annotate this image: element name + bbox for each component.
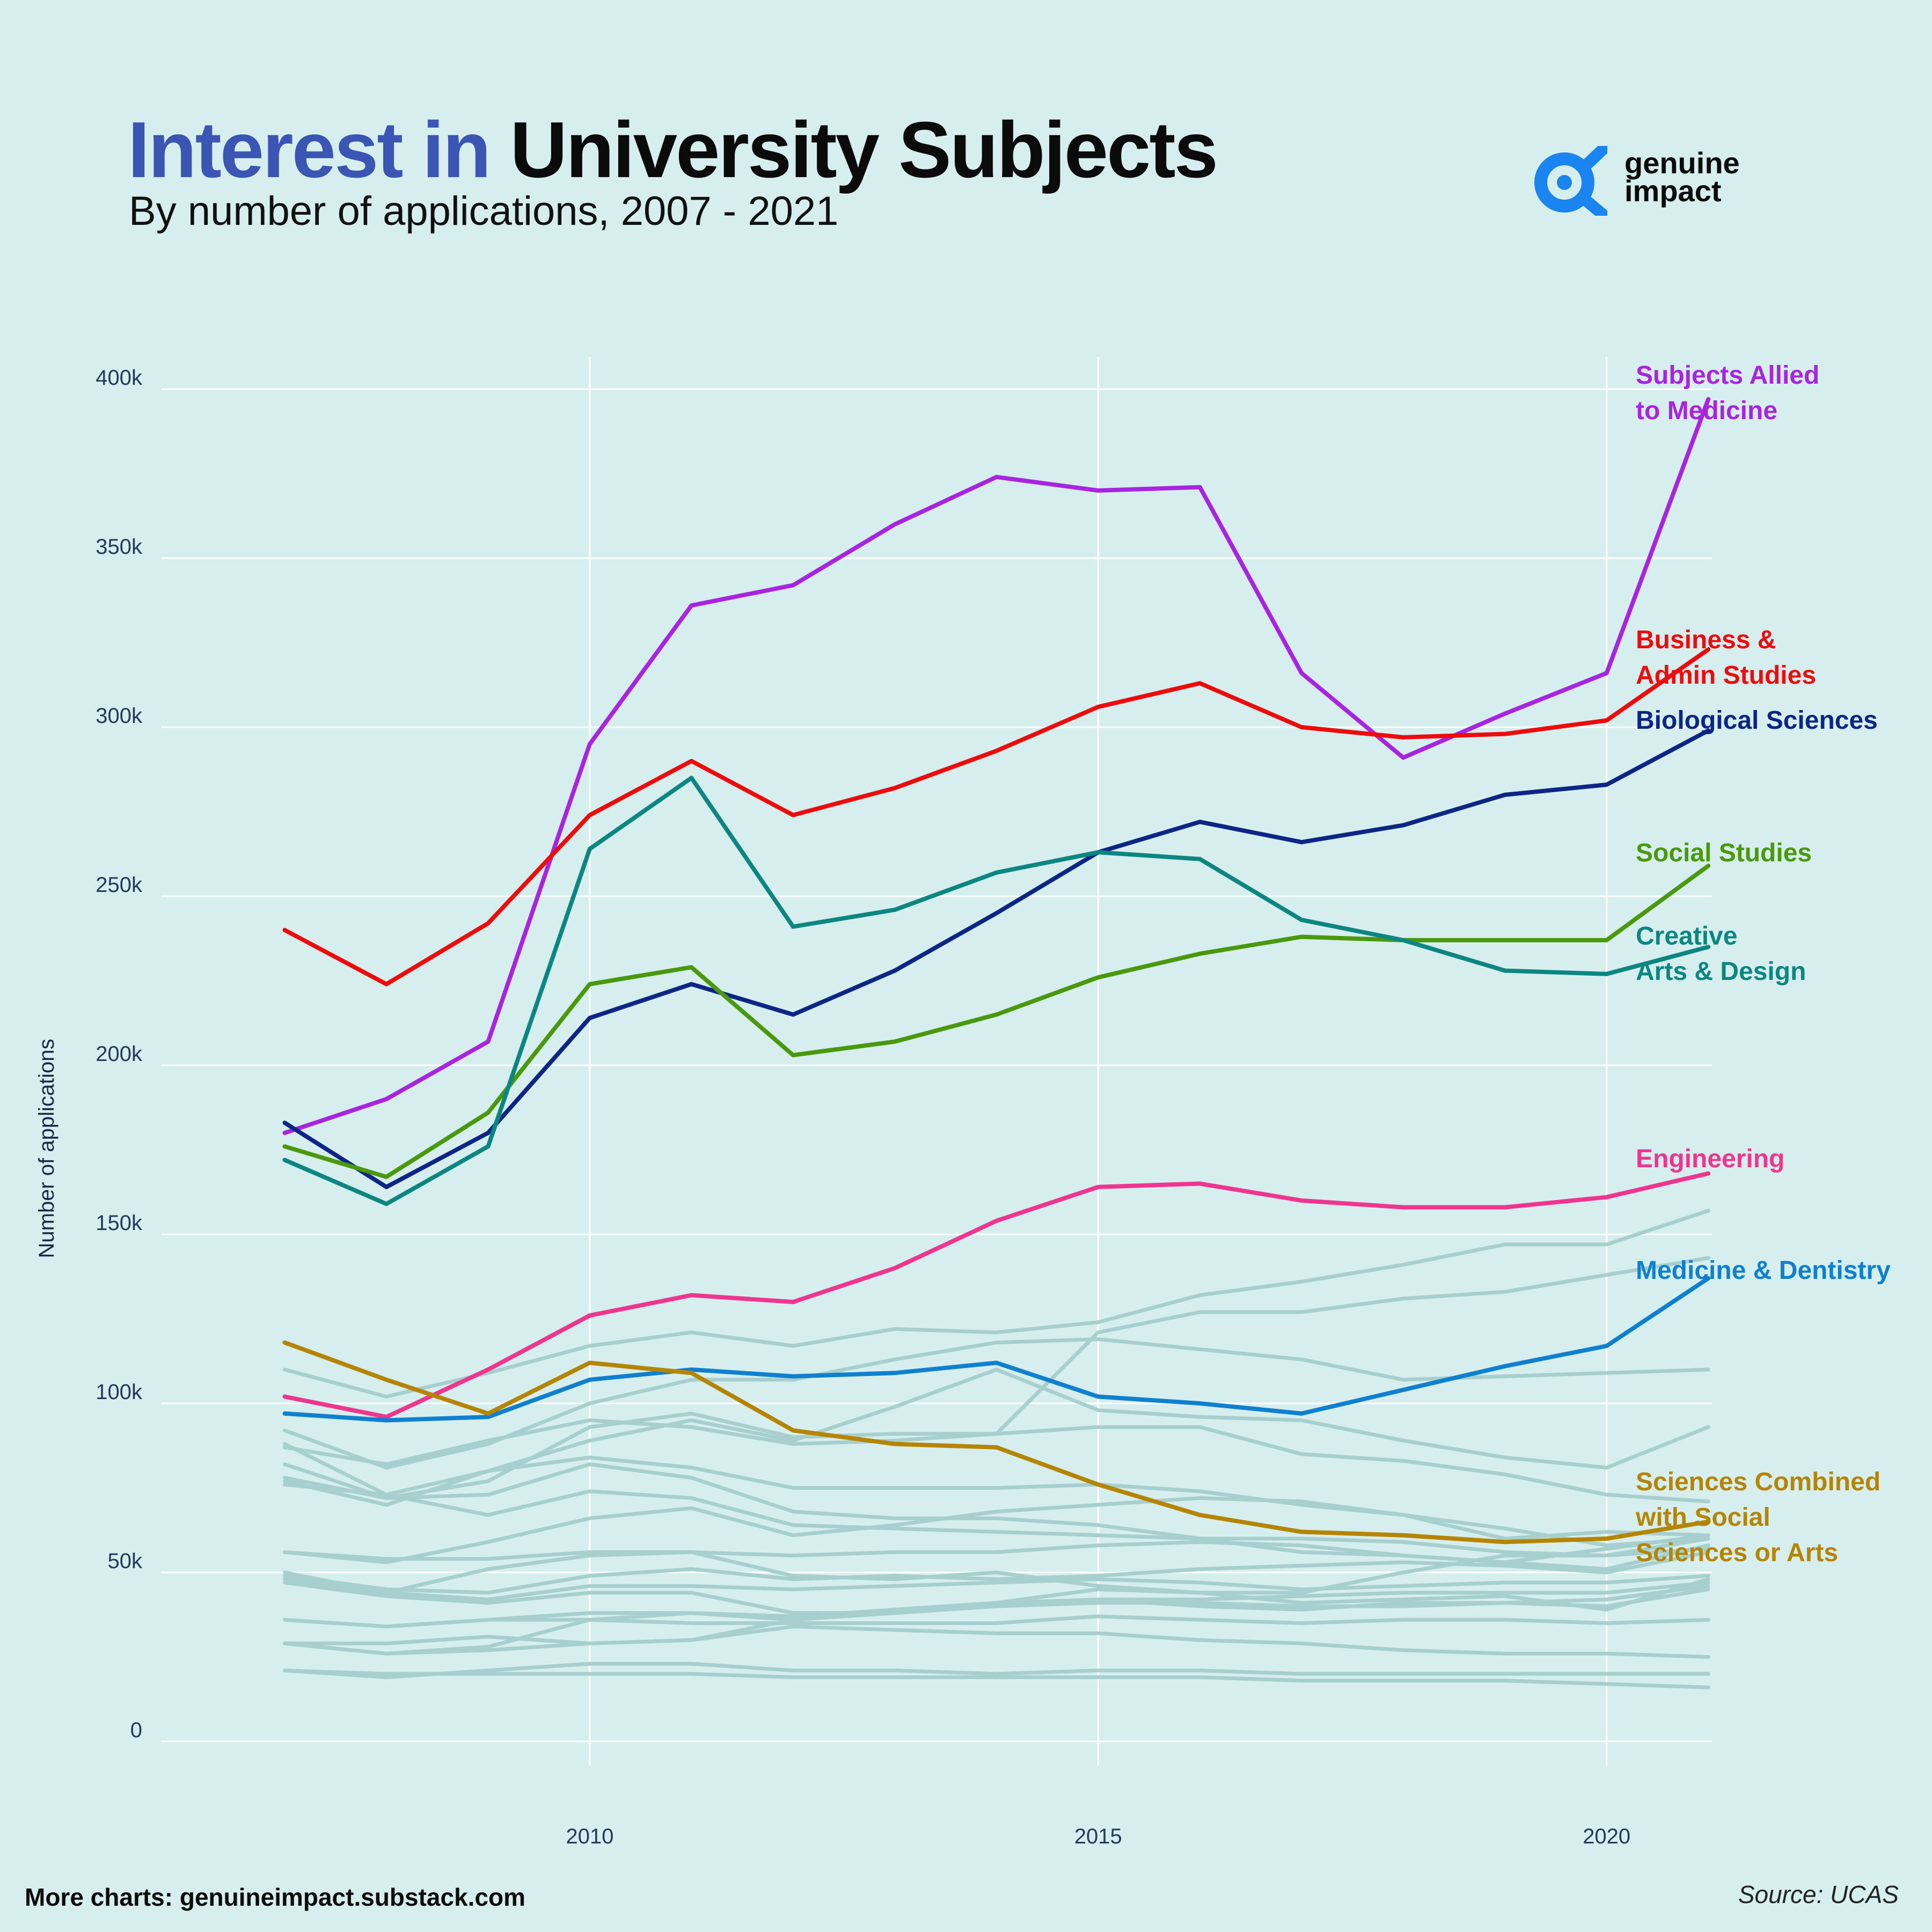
series-label: Admin Studies xyxy=(1636,661,1816,690)
background-series-line xyxy=(283,1455,1710,1548)
brand-logo[interactable]: genuine impact xyxy=(1532,146,1768,216)
background-series-line xyxy=(283,1337,1710,1470)
series-line xyxy=(282,728,1711,1189)
series-line xyxy=(282,397,1711,1135)
series-label: Subjects Allied xyxy=(1636,361,1819,390)
background-series-line xyxy=(283,1209,1710,1399)
y-tick-label: 300k xyxy=(96,704,143,728)
series-line xyxy=(282,1171,1711,1419)
series-line xyxy=(282,1340,1711,1545)
brand-line-2: impact xyxy=(1624,174,1722,208)
chart-subtitle: By number of applications, 2007 - 2021 xyxy=(129,188,839,234)
y-tick-label: 0 xyxy=(130,1718,142,1742)
background-series-line xyxy=(283,1496,1710,1564)
series-label: to Medicine xyxy=(1636,397,1777,425)
series-label: Sciences or Arts xyxy=(1636,1539,1838,1567)
y-axis-ticks: 0 50k 100k 150k 200k 250k 300k 350k 400k xyxy=(96,366,143,1742)
y-tick-label: 350k xyxy=(96,535,143,559)
series-line xyxy=(282,775,1711,1206)
series-label: Creative xyxy=(1636,922,1737,950)
background-series-line xyxy=(283,1624,1710,1659)
series-line xyxy=(282,863,1711,1179)
series-label: Arts & Design xyxy=(1636,957,1806,986)
x-tick-label: 2010 xyxy=(566,1825,613,1848)
title-part-1: Interest in xyxy=(128,106,491,194)
background-series-line xyxy=(283,1662,1710,1679)
y-tick-label: 50k xyxy=(108,1549,143,1573)
highlighted-series xyxy=(282,397,1711,1545)
y-tick-label: 250k xyxy=(96,873,143,897)
footer-source: Source: UCAS xyxy=(1738,1880,1899,1908)
background-series-line xyxy=(283,1614,1710,1629)
y-axis-label: Number of applications xyxy=(35,1038,58,1258)
background-series-line xyxy=(283,1536,1710,1595)
y-tick-label: 400k xyxy=(96,366,143,390)
series-label: Medicine & Dentistry xyxy=(1636,1256,1891,1285)
brand-wordmark: genuine impact xyxy=(1624,146,1740,208)
y-tick-label: 100k xyxy=(96,1380,143,1404)
series-label: Biological Sciences xyxy=(1636,706,1878,735)
series-label: Sciences Combined xyxy=(1636,1468,1880,1496)
series-label: Engineering xyxy=(1636,1145,1784,1173)
y-tick-label: 150k xyxy=(96,1211,143,1235)
series-labels: Subjects Allied to Medicine Business & Admi… xyxy=(1635,361,1891,1567)
chart-title: Interest in University Subjects xyxy=(128,105,1218,196)
x-axis-ticks: 2010 2015 2020 xyxy=(566,1825,1630,1848)
chart-grid xyxy=(161,357,1712,1766)
y-tick-label: 200k xyxy=(96,1042,143,1066)
background-series-line xyxy=(283,1574,1710,1601)
background-series-line xyxy=(283,1367,1710,1497)
background-series-line xyxy=(283,1482,1710,1557)
series-label: Social Studies xyxy=(1636,839,1812,867)
series-label: with Social xyxy=(1635,1503,1770,1532)
background-series-line xyxy=(283,1668,1710,1689)
background-series-line xyxy=(283,1411,1710,1504)
background-series-line xyxy=(283,1550,1710,1595)
series-label: Business & xyxy=(1636,626,1776,654)
footer-more-charts[interactable]: More charts: genuineimpact.substack.com xyxy=(25,1883,526,1911)
x-tick-label: 2015 xyxy=(1074,1825,1122,1848)
x-tick-label: 2020 xyxy=(1583,1825,1630,1848)
alpha-eye-icon xyxy=(1534,146,1607,216)
brand-line-1: genuine xyxy=(1624,146,1740,180)
series-line xyxy=(282,647,1711,986)
background-series-line xyxy=(283,1587,1710,1645)
series-line xyxy=(282,1276,1711,1423)
title-part-2: University Subjects xyxy=(510,106,1218,194)
background-series xyxy=(283,1209,1710,1689)
